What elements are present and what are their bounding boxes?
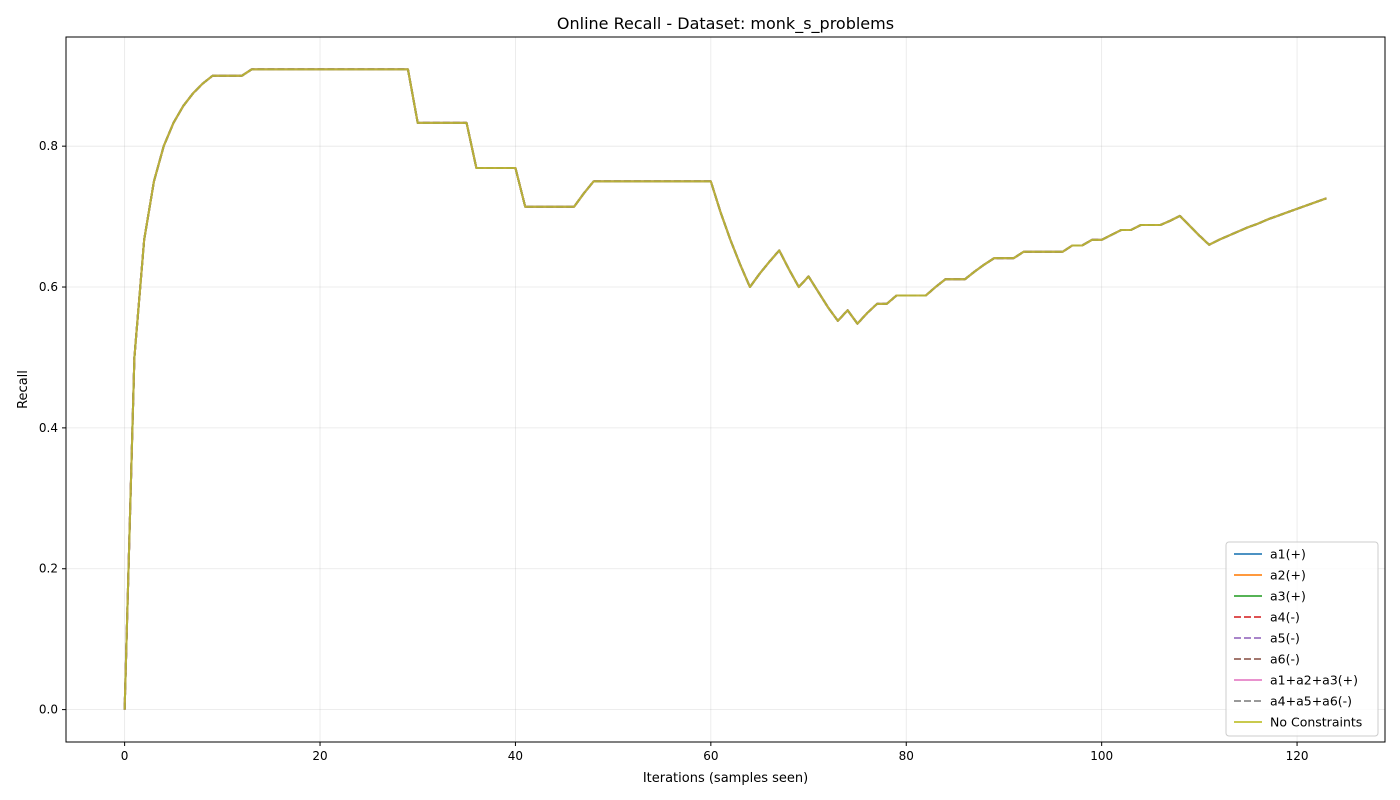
legend-label-3: a3(+) — [1270, 589, 1306, 604]
series-line-7 — [123, 68, 1327, 710]
series-line-9 — [123, 68, 1327, 710]
series-line-8 — [123, 68, 1327, 710]
x-tick-label: 40 — [508, 749, 523, 763]
y-tick-label: 0.2 — [39, 562, 58, 576]
x-tick-label: 80 — [899, 749, 914, 763]
legend-label-8: a4+a5+a6(-) — [1270, 694, 1352, 709]
legend-box — [1225, 541, 1379, 737]
series-line-2 — [123, 68, 1327, 710]
x-tick-label: 100 — [1090, 749, 1113, 763]
y-axis-label: Recall — [16, 370, 31, 409]
x-tick-label: 0 — [121, 749, 129, 763]
series-lines — [123, 68, 1327, 710]
y-tick-label: 0.6 — [39, 280, 58, 294]
x-tick-label: 60 — [703, 749, 718, 763]
y-tick-label: 0.0 — [39, 703, 58, 717]
gridlines — [66, 37, 1385, 742]
legend: a1(+) a2(+) a3(+) a4(-) a5(-) a6(-) a1+a2+a3(+… — [1225, 541, 1379, 737]
x-tick-label: 120 — [1286, 749, 1309, 763]
chart-title: Online Recall - Dataset: monk_s_problems — [557, 14, 894, 34]
legend-label-1: a1(+) — [1270, 547, 1306, 562]
legend-label-9: No Constraints — [1270, 715, 1362, 730]
legend-label-7: a1+a2+a3(+) — [1270, 673, 1358, 688]
x-axis-label: Iterations (samples seen) — [643, 771, 808, 786]
plot-frame — [65, 36, 1386, 743]
y-tick-label: 0.8 — [39, 139, 58, 153]
legend-label-6: a6(-) — [1270, 652, 1300, 667]
legend-label-5: a5(-) — [1270, 631, 1300, 646]
y-tick-label: 0.4 — [39, 421, 58, 435]
series-line-5 — [123, 68, 1327, 710]
series-line-3 — [123, 68, 1327, 710]
y-axis: 0.0 0.2 0.4 0.6 0.8 — [39, 139, 66, 717]
x-tick-label: 20 — [312, 749, 327, 763]
series-line-6 — [123, 68, 1327, 710]
x-axis: 0 20 40 60 80 100 120 — [121, 742, 1309, 763]
series-line-1 — [123, 68, 1327, 710]
legend-label-4: a4(-) — [1270, 610, 1300, 625]
series-line-4 — [123, 68, 1327, 710]
legend-label-2: a2(+) — [1270, 568, 1306, 583]
